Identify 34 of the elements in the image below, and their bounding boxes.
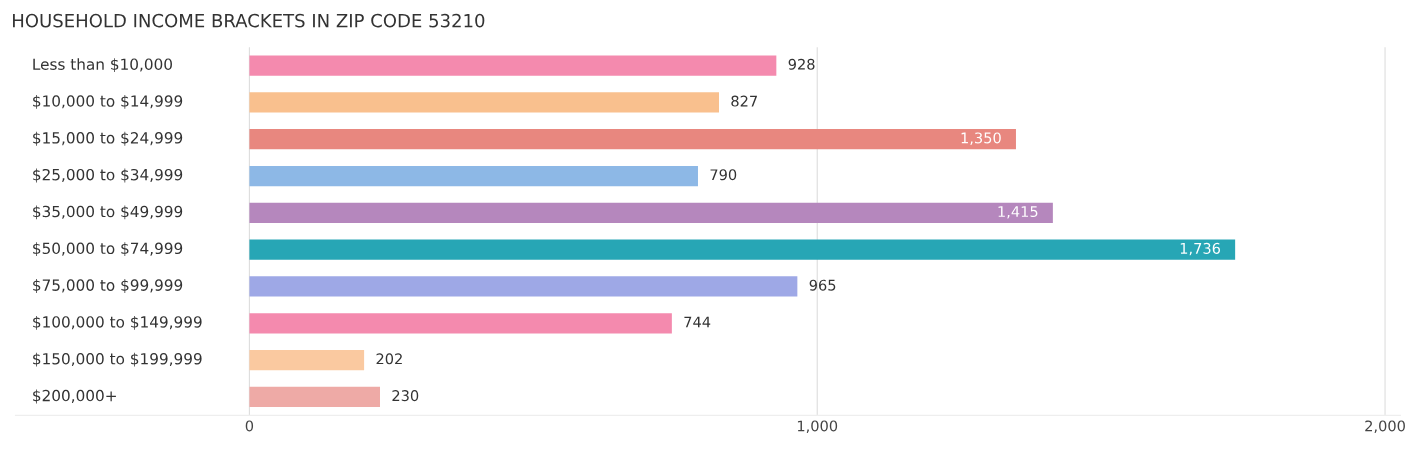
bar bbox=[249, 386, 381, 408]
y-tick-label: $75,000 to $99,999 bbox=[33, 279, 183, 293]
data-label: 1,415 bbox=[998, 206, 1038, 219]
bar bbox=[249, 313, 672, 334]
y-tick-label: $25,000 to $34,999 bbox=[33, 168, 183, 183]
y-tick-label: $100,000 to $149,999 bbox=[33, 315, 202, 330]
bar bbox=[249, 202, 1053, 223]
y-tick-label: $150,000 to $199,999 bbox=[33, 352, 202, 367]
bar bbox=[249, 276, 798, 297]
bar bbox=[249, 92, 719, 113]
data-label: 965 bbox=[809, 279, 836, 291]
data-label: 928 bbox=[788, 58, 815, 70]
x-tick-label: 1,000 bbox=[797, 420, 838, 433]
bar bbox=[249, 165, 698, 187]
data-label: 202 bbox=[376, 353, 402, 365]
x-tick-label: 0 bbox=[245, 420, 254, 432]
data-label: 790 bbox=[710, 169, 737, 181]
y-tick-label: Less than $10,000 bbox=[33, 58, 172, 73]
data-label: 1,736 bbox=[1180, 242, 1221, 256]
data-label: 1,350 bbox=[961, 132, 1001, 145]
y-tick-label: $10,000 to $14,999 bbox=[33, 94, 183, 109]
bar bbox=[249, 349, 365, 371]
bar bbox=[249, 239, 1236, 260]
y-tick-label: $35,000 to $49,999 bbox=[33, 205, 183, 220]
bar bbox=[249, 129, 1016, 150]
chart-title: HOUSEHOLD INCOME BRACKETS IN ZIP CODE 53210 bbox=[13, 13, 485, 28]
bar bbox=[249, 55, 777, 76]
y-tick-label: $50,000 to $74,999 bbox=[33, 242, 183, 257]
y-tick-label: $200,000+ bbox=[33, 389, 116, 404]
y-tick-label: $15,000 to $24,999 bbox=[33, 131, 183, 146]
x-tick-label: 2,000 bbox=[1365, 420, 1405, 433]
data-label: 827 bbox=[731, 95, 757, 107]
data-label: 230 bbox=[392, 390, 419, 402]
data-label: 744 bbox=[684, 316, 711, 328]
